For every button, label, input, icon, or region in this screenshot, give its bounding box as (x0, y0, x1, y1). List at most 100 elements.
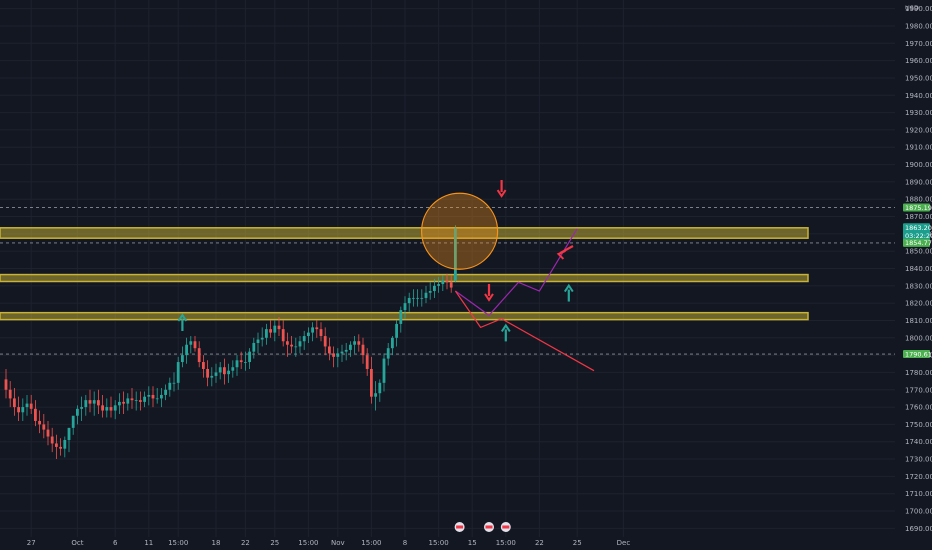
time-tick-label: 22 (241, 539, 250, 547)
level-badge-text: 1854.77 (905, 239, 932, 247)
price-tick-label: 1840.00 (905, 265, 932, 273)
support-resistance-zone[interactable] (0, 227, 809, 239)
countdown-text: 03:22:20 (905, 232, 932, 240)
candle-body (126, 398, 130, 404)
candle-body (109, 407, 113, 411)
candle-body (13, 398, 16, 408)
candle-body (4, 379, 8, 390)
candlestick-series (4, 225, 457, 460)
price-tick-label: 1800.00 (905, 334, 932, 342)
candle-body (273, 325, 277, 333)
price-tick-label: 1730.00 (905, 456, 932, 464)
candle-body (231, 367, 235, 371)
forecast-path-bullish[interactable] (455, 228, 578, 317)
candle-body (8, 389, 12, 399)
candle-body (147, 394, 151, 397)
candle-body (252, 342, 256, 352)
current-price-text: 1863.20 (905, 224, 932, 232)
candle-body (344, 349, 348, 352)
down-arrow-red[interactable] (484, 283, 494, 302)
candle-body (181, 355, 184, 363)
price-tick-label: 1760.00 (905, 404, 932, 412)
candle-body (97, 400, 100, 406)
level-badge-text: 1790.61 (905, 350, 932, 358)
time-tick-label: 27 (27, 539, 36, 547)
up-arrow-green-head (177, 313, 188, 322)
support-resistance-zone[interactable] (0, 311, 809, 321)
candle-body (332, 353, 335, 357)
candle-body (122, 401, 125, 404)
price-tick-label: 1940.00 (905, 92, 932, 100)
candle-body (139, 400, 142, 402)
drawing-annotations[interactable] (177, 180, 595, 532)
price-tick-label: 1870.00 (905, 213, 932, 221)
price-tick-label: 1950.00 (905, 74, 932, 82)
candle-body (248, 351, 251, 363)
time-tick-label: 15:00 (429, 539, 449, 547)
support-resistance-zones[interactable] (0, 227, 809, 321)
candle-body (445, 280, 449, 283)
candle-body (189, 341, 193, 345)
up-arrow-green[interactable] (177, 313, 188, 332)
price-tick-label: 1920.00 (905, 126, 932, 134)
candle-body (206, 368, 209, 378)
price-axis[interactable]: 1690.00 1700.00 1710.00 1720.00 1730.00 1740.… (905, 5, 932, 533)
candle-body (118, 401, 121, 406)
candle-body (391, 337, 394, 349)
candle-body (42, 424, 46, 430)
candle-body (449, 282, 453, 288)
price-tick-label: 1970.00 (905, 40, 932, 48)
up-arrow-green-head (500, 323, 511, 332)
candle-body (71, 415, 75, 428)
candle-body (101, 405, 104, 411)
candle-body (365, 355, 369, 369)
candle-body (168, 382, 172, 390)
level-badge-text: 1875.19 (905, 204, 932, 212)
highlight-circle[interactable] (421, 192, 499, 270)
event-icon-flag (502, 525, 510, 529)
time-tick-label: 25 (573, 539, 582, 547)
down-arrow-red[interactable] (496, 180, 507, 198)
candle-body (105, 407, 109, 411)
candle-body (357, 341, 361, 345)
candle-body (256, 339, 260, 343)
candle-body (374, 393, 377, 397)
candle-body (210, 375, 214, 378)
candle-body (235, 360, 239, 368)
up-arrow-green[interactable] (563, 283, 574, 302)
diag-arrow-head (556, 249, 566, 260)
up-arrow-green[interactable] (500, 323, 511, 342)
candle-body (311, 327, 314, 333)
time-tick-label: 11 (144, 539, 153, 547)
price-tick-label: 1690.00 (905, 525, 932, 533)
candle-body (46, 429, 50, 437)
down-arrow-red-head (496, 189, 507, 198)
candle-body (260, 337, 264, 340)
candle-body (29, 403, 33, 409)
candle-body (176, 362, 180, 383)
time-tick-label: Dec (617, 539, 631, 547)
price-tick-label: 1880.00 (905, 196, 932, 204)
currency-label: USD (905, 4, 919, 12)
candle-body (315, 327, 319, 330)
price-tick-label: 1980.00 (905, 22, 932, 30)
candle-body (395, 323, 398, 338)
candle-body (50, 436, 54, 444)
support-resistance-zone[interactable] (0, 273, 809, 283)
time-tick-label: Nov (331, 539, 345, 547)
candle-body (151, 394, 155, 399)
candle-body (193, 341, 197, 349)
candle-body (336, 353, 340, 357)
candle-body (38, 420, 41, 425)
forecast-path-bearish[interactable] (454, 290, 595, 372)
time-tick-label: 15 (468, 539, 477, 547)
candle-body (294, 346, 298, 348)
time-axis[interactable]: 27 Oct 6 11 15:00 18 22 25 15:00 Nov 15:00 8 15:00 15… (27, 539, 631, 547)
price-tick-label: 1910.00 (905, 144, 932, 152)
candle-body (67, 427, 71, 440)
up-arrow-green-head (563, 283, 574, 293)
price-tick-label: 1890.00 (905, 178, 932, 186)
candle-body (420, 297, 424, 299)
candle-body (63, 439, 67, 449)
